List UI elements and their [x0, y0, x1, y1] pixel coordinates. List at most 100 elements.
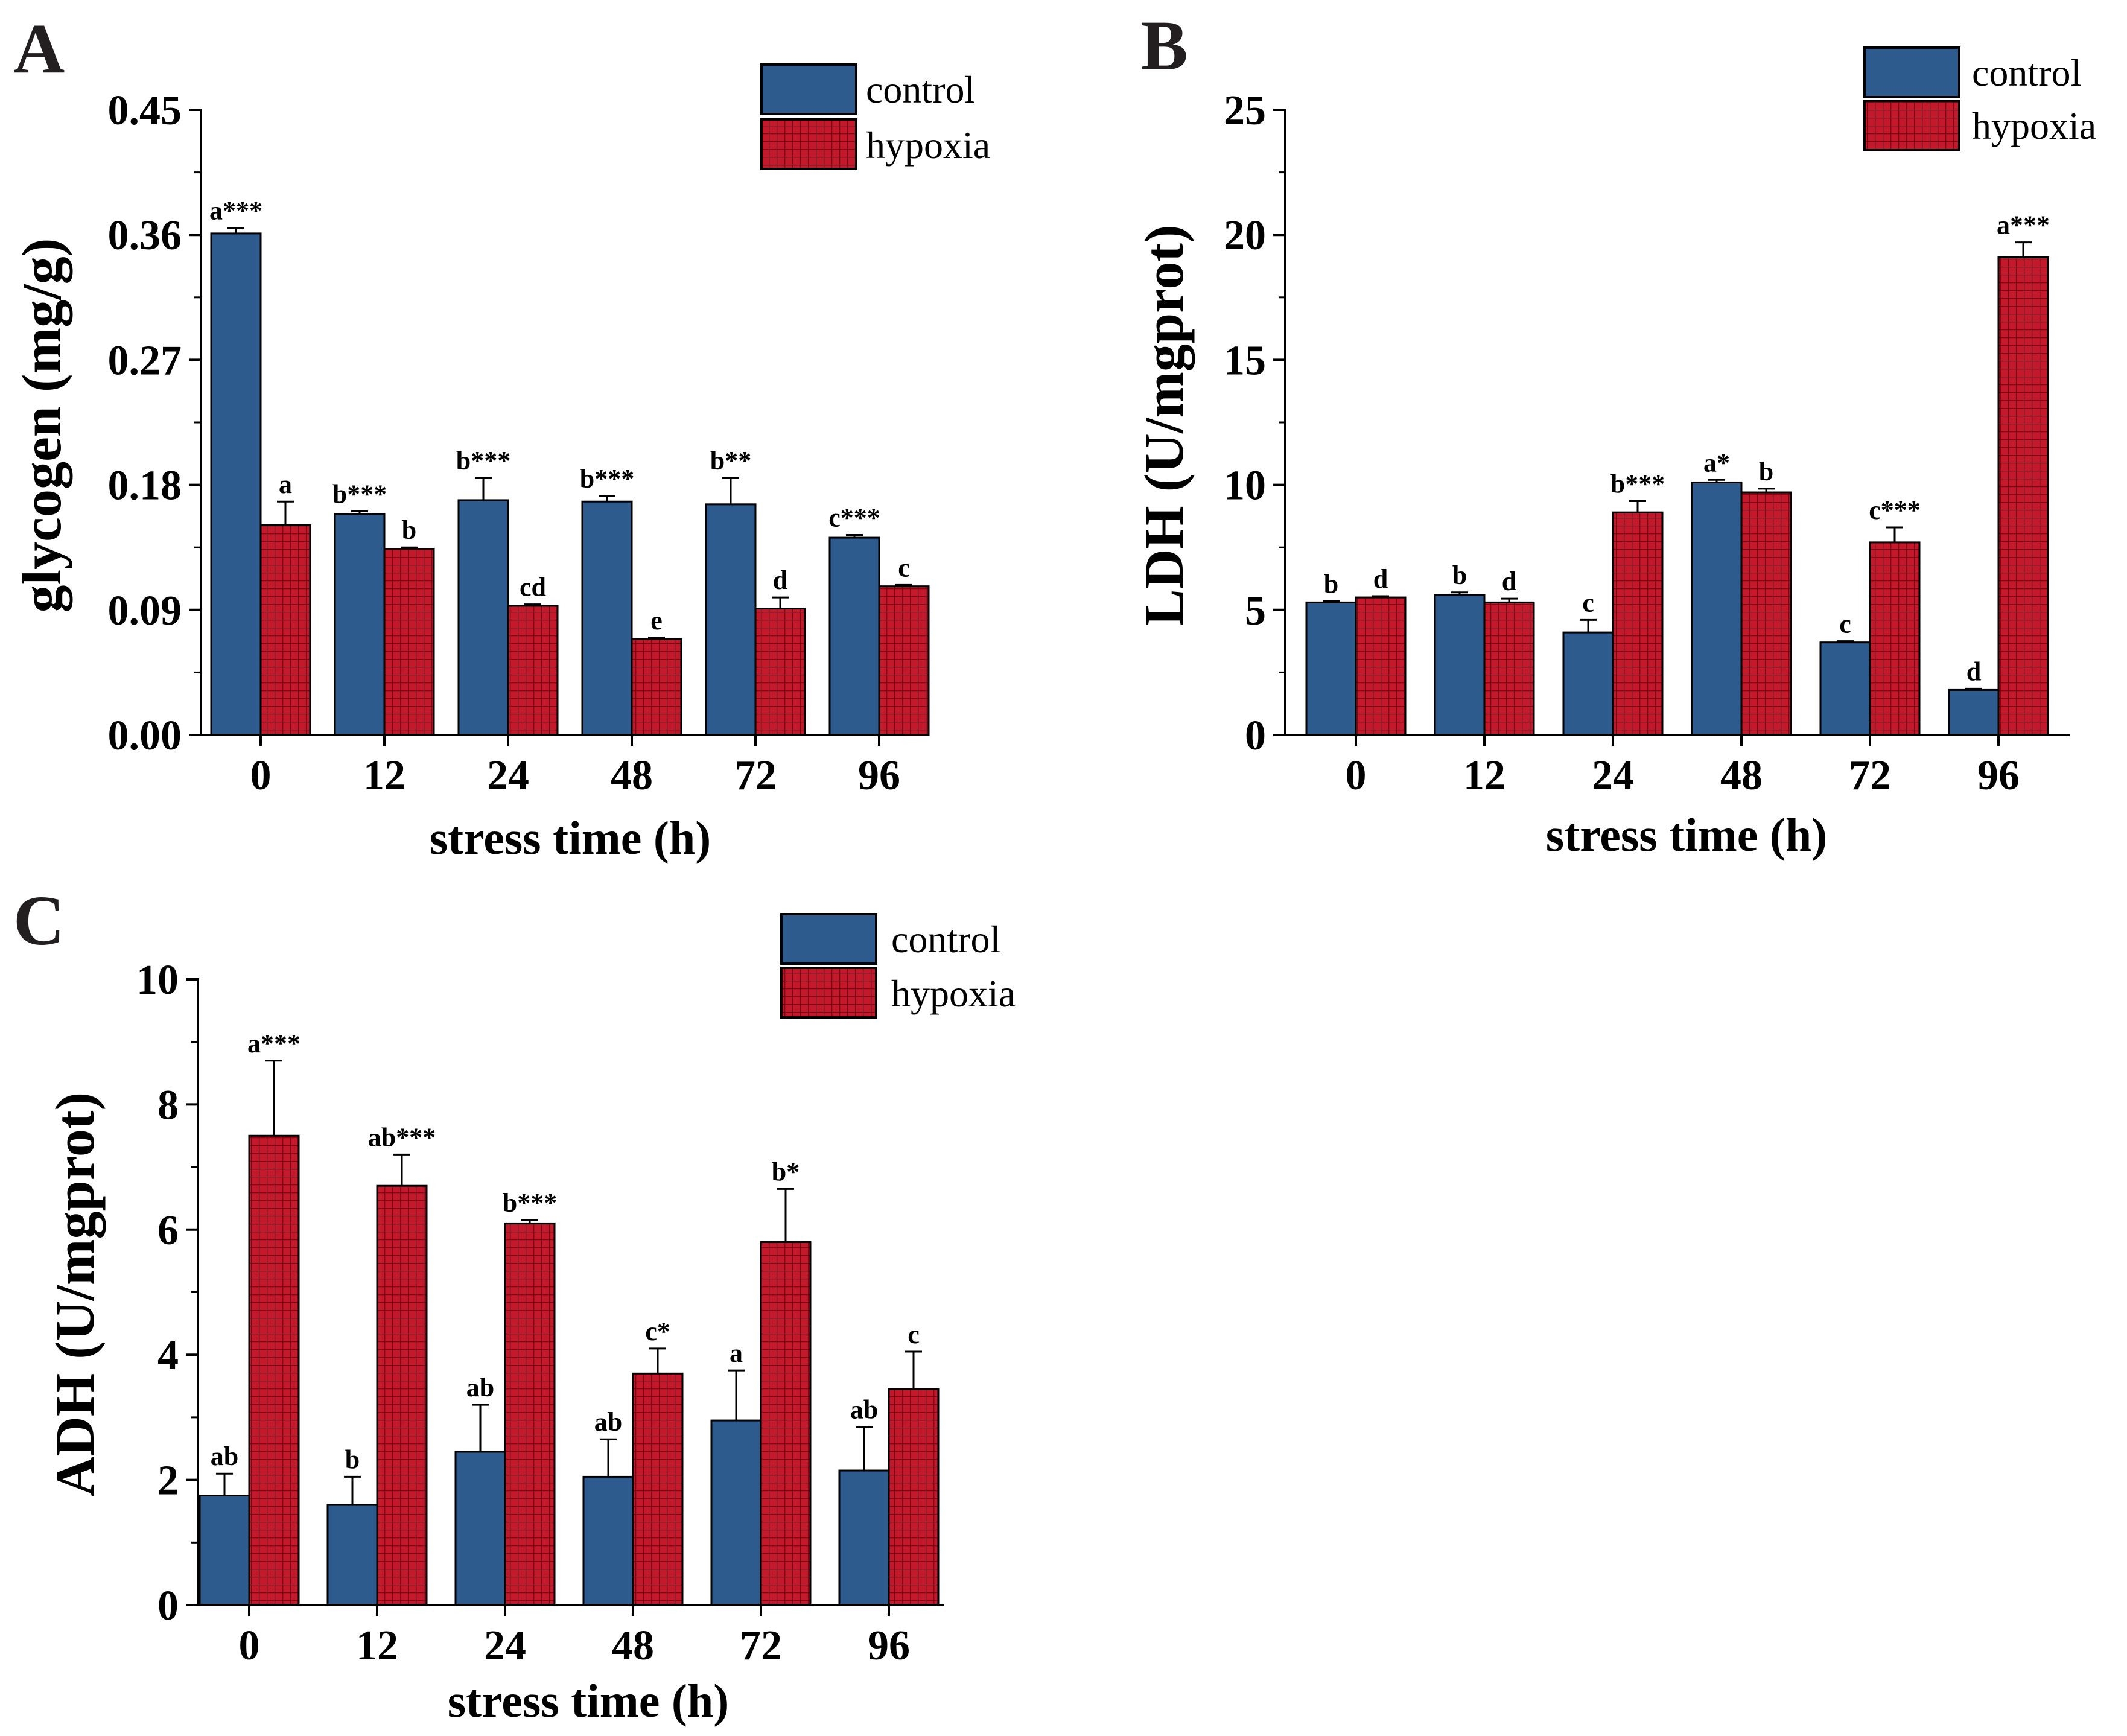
- x-tick-label: 72: [740, 1623, 782, 1669]
- hypoxia-bar: [507, 605, 559, 736]
- hypoxia-bar: [1869, 541, 1921, 736]
- legend-swatch-control: [760, 63, 857, 115]
- panel-c-plot: aba***0bab***12abb***24abc*48ab*72abc960…: [136, 957, 944, 1669]
- y-tick-label: 10: [1224, 463, 1266, 509]
- significance-label: b: [1759, 457, 1773, 486]
- x-tick-label: 24: [487, 752, 529, 799]
- control-bar: [1948, 688, 2000, 736]
- significance-label: c: [908, 1320, 920, 1349]
- significance-label: b***: [503, 1188, 557, 1218]
- significance-label: a***: [209, 196, 262, 226]
- significance-label: cd: [520, 573, 546, 602]
- control-bar: [210, 232, 262, 736]
- control-bar: [582, 1475, 634, 1606]
- y-tick-label: 0.09: [108, 588, 182, 634]
- significance-label: c: [1839, 609, 1851, 639]
- significance-label: b***: [580, 464, 634, 494]
- y-tick-label: 0.00: [108, 713, 182, 759]
- significance-label: b***: [456, 446, 510, 475]
- x-tick-label: 72: [1849, 752, 1891, 799]
- x-tick-label: 48: [1720, 752, 1763, 799]
- panel-b-ylabel: LDH (U/mgprot): [1133, 224, 1195, 626]
- significance-label: ab: [850, 1394, 878, 1424]
- legend-label-hypoxia: hypoxia: [1972, 104, 2096, 147]
- control-bar: [581, 500, 633, 736]
- legend-label-control: control: [866, 68, 975, 111]
- y-tick-label: 6: [157, 1207, 179, 1254]
- x-tick-label: 12: [363, 752, 405, 799]
- panel-c: C aba***0bab***12abb***24abc*48ab*72abc9…: [13, 881, 1016, 1727]
- control-bar: [199, 1495, 250, 1606]
- hypoxia-bar: [1740, 491, 1792, 736]
- panel-a-plot: a*** a 0 b*** b 12 b*** cd 24 b*** e 48 b** d 72 c*** c 9…: [108, 87, 930, 799]
- y-tick-label: 0.27: [108, 337, 182, 384]
- x-tick-label: 24: [1592, 752, 1634, 799]
- control-bar: [457, 499, 509, 736]
- legend-label-control: control: [1972, 51, 2081, 94]
- significance-label: a: [279, 469, 292, 499]
- panel-b-xlabel: stress time (h): [1546, 809, 1827, 861]
- significance-label: a***: [1997, 211, 2050, 240]
- panel-c-legend: control hypoxia: [780, 913, 1016, 1019]
- control-bar: [1819, 641, 1871, 736]
- significance-label: e: [650, 606, 663, 635]
- hypoxia-bar: [376, 1184, 428, 1606]
- hypoxia-bar: [1483, 601, 1535, 736]
- significance-label: d: [1502, 567, 1516, 596]
- hypoxia-bar: [760, 1241, 812, 1606]
- significance-label: b: [1452, 561, 1467, 590]
- y-tick-label: 0: [1245, 713, 1266, 759]
- legend-swatch-control: [780, 913, 877, 965]
- y-tick-label: 10: [136, 957, 179, 1003]
- hypoxia-bar: [878, 585, 930, 736]
- hypoxia-bar: [632, 1372, 684, 1606]
- control-bar: [1305, 601, 1357, 736]
- x-tick-label: 0: [1346, 752, 1367, 799]
- hypoxia-bar: [631, 638, 682, 736]
- y-tick-label: 0.45: [108, 87, 182, 134]
- significance-label: ab***: [368, 1122, 436, 1152]
- significance-label: c: [898, 553, 910, 582]
- significance-label: d: [773, 565, 787, 595]
- control-bar: [1691, 481, 1743, 736]
- significance-label: c***: [828, 503, 880, 532]
- hypoxia-bar: [1355, 596, 1407, 736]
- significance-label: ab: [594, 1407, 622, 1437]
- control-bar: [454, 1451, 506, 1606]
- control-bar: [828, 536, 880, 736]
- legend-swatch-hypoxia: [780, 967, 877, 1019]
- y-tick-label: 25: [1224, 87, 1266, 134]
- panel-letter-b: B: [1140, 6, 1188, 85]
- hypoxia-bar: [259, 524, 311, 736]
- significance-label: b: [402, 515, 416, 545]
- significance-label: a*: [1703, 448, 1730, 477]
- x-tick-label: 12: [356, 1623, 398, 1669]
- y-tick-label: 20: [1224, 212, 1266, 259]
- legend-label-hypoxia: hypoxia: [891, 972, 1016, 1015]
- y-tick-label: 0.18: [108, 463, 182, 509]
- control-bar: [710, 1419, 762, 1606]
- panel-a-ylabel: glycogen (mg/g): [11, 238, 72, 613]
- panel-a-xlabel: stress time (h): [430, 812, 711, 864]
- panel-c-xlabel: stress time (h): [448, 1674, 729, 1727]
- significance-label: c: [1582, 588, 1594, 617]
- panel-b: B b d 0 b d 12 c b*** 24 a* b 48 c c*** 72 d a*** 96 0 5 10 1…: [1133, 6, 2096, 861]
- y-tick-label: 8: [157, 1082, 179, 1128]
- control-bar: [705, 503, 757, 736]
- x-tick-label: 24: [484, 1623, 526, 1669]
- hypoxia-bar: [754, 607, 806, 736]
- hypoxia-bar: [1997, 256, 2049, 736]
- control-bar: [334, 513, 386, 736]
- significance-label: b: [1324, 569, 1338, 599]
- legend-label-hypoxia: hypoxia: [866, 124, 990, 167]
- legend-swatch-hypoxia: [1863, 100, 1960, 151]
- y-tick-label: 15: [1224, 337, 1266, 384]
- hypoxia-bar: [1612, 511, 1664, 736]
- y-tick-label: 0.36: [108, 212, 182, 259]
- hypoxia-bar: [383, 548, 435, 736]
- hypoxia-bar: [248, 1134, 300, 1606]
- legend-swatch-control: [1863, 46, 1960, 98]
- y-tick-label: 2: [157, 1458, 179, 1504]
- panel-letter-a: A: [13, 9, 65, 88]
- significance-label: a: [730, 1338, 743, 1368]
